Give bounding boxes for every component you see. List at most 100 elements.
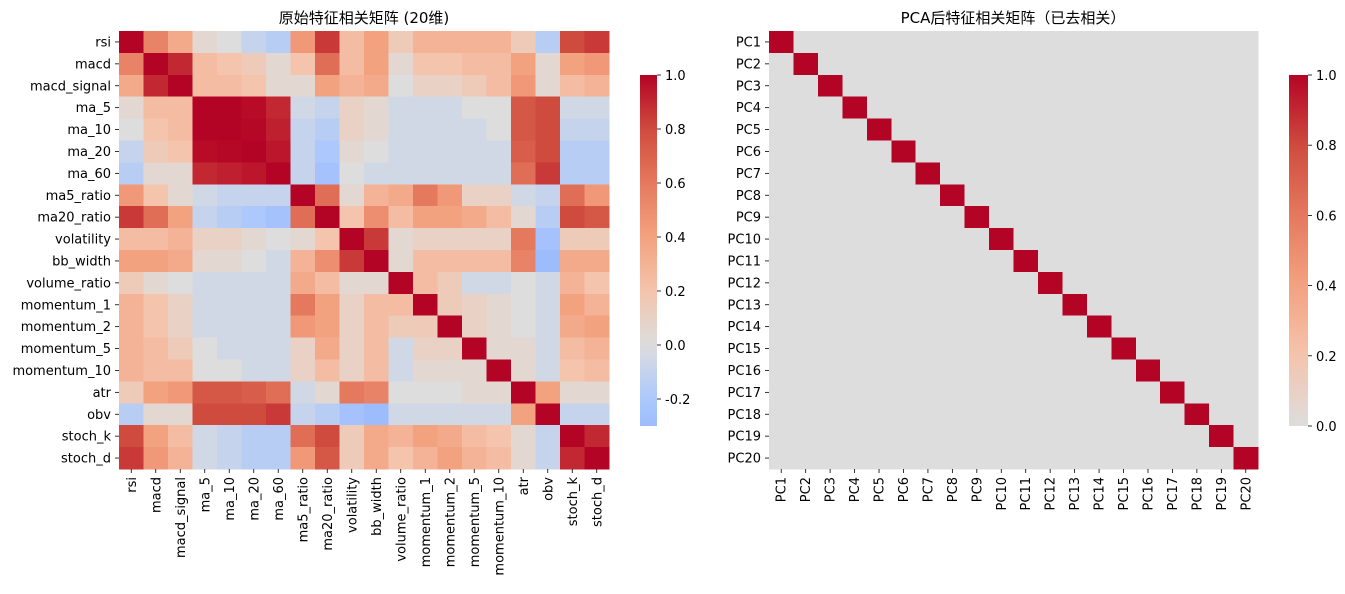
x-tick-label: ma5_ratio — [296, 477, 311, 542]
heatmap-cell — [241, 206, 267, 229]
heatmap-cell — [290, 425, 316, 448]
heatmap-cell — [462, 293, 488, 317]
heatmap-cell — [143, 425, 169, 448]
heatmap-cell — [891, 52, 917, 76]
heatmap-cell — [241, 96, 267, 120]
heatmap-cell — [1233, 425, 1259, 448]
heatmap-cell — [217, 118, 243, 142]
heatmap-cell — [168, 381, 194, 404]
heatmap-cell — [1013, 162, 1039, 185]
heatmap-cell — [315, 293, 341, 317]
heatmap-cell — [241, 118, 267, 142]
heatmap-cell — [560, 206, 586, 229]
heatmap-cell — [1037, 381, 1063, 404]
colorbar-tick-label: 0.0 — [1316, 420, 1337, 435]
heatmap-cell — [1062, 359, 1088, 382]
heatmap-cell — [560, 118, 586, 142]
heatmap-cell — [339, 359, 365, 382]
heatmap-cell — [290, 271, 316, 295]
heatmap-cell — [964, 206, 990, 229]
heatmap-cell — [915, 447, 941, 470]
heatmap-cell — [1062, 118, 1088, 142]
heatmap-cell — [1184, 96, 1210, 120]
heatmap-cell — [535, 293, 561, 317]
heatmap-cell — [964, 425, 990, 448]
heatmap-cell — [168, 359, 194, 382]
heatmap-cell — [511, 96, 537, 120]
heatmap-cell — [339, 162, 365, 185]
heatmap-cell — [915, 293, 941, 317]
heatmap-cell — [793, 447, 819, 470]
heatmap-cell — [891, 293, 917, 317]
heatmap-cell — [290, 381, 316, 404]
y-tick-label: PC9 — [736, 211, 761, 226]
heatmap-cell — [119, 184, 145, 207]
heatmap-cell — [266, 381, 292, 404]
heatmap-cell — [143, 162, 169, 185]
heatmap-cell — [584, 425, 610, 448]
heatmap-cell — [1233, 293, 1259, 317]
heatmap-cell — [915, 315, 941, 339]
colorbar-tick-label: 0.2 — [665, 285, 686, 300]
heatmap-cell — [217, 140, 243, 163]
heatmap-cell — [1062, 337, 1088, 361]
heatmap-cell — [192, 31, 218, 54]
y-tick-label: volume_ratio — [26, 276, 111, 291]
heatmap-cell — [584, 74, 610, 98]
heatmap-cell — [315, 52, 341, 76]
heatmap-cell — [290, 206, 316, 229]
heatmap-cell — [989, 447, 1015, 470]
x-tick-label: PC1 — [775, 477, 790, 502]
heatmap-cell — [413, 359, 439, 382]
heatmap-cell — [1013, 140, 1039, 163]
heatmap-cell — [192, 52, 218, 76]
heatmap-cell — [192, 162, 218, 185]
heatmap-cell — [964, 293, 990, 317]
heatmap-cell — [1037, 162, 1063, 185]
heatmap-cell — [1184, 359, 1210, 382]
heatmap-cell — [1111, 228, 1137, 251]
heatmap-cell — [168, 118, 194, 142]
heatmap-cell — [266, 315, 292, 339]
x-tick-label: PC8 — [946, 477, 961, 502]
heatmap-cell — [535, 118, 561, 142]
heatmap-cell — [817, 140, 843, 163]
heatmap-cell — [388, 359, 414, 382]
heatmap-cell — [1086, 206, 1112, 229]
heatmap-cell — [241, 271, 267, 295]
heatmap-cell — [1160, 52, 1186, 76]
heatmap-cell — [241, 447, 267, 470]
heatmap-cell — [1013, 184, 1039, 207]
heatmap-cell — [1184, 271, 1210, 295]
heatmap-cell — [388, 228, 414, 251]
heatmap-cell — [486, 96, 512, 120]
heatmap-cell — [413, 381, 439, 404]
heatmap-cell — [217, 206, 243, 229]
heatmap-cell — [989, 337, 1015, 361]
x-tick-label: momentum_2 — [443, 477, 458, 567]
colorbar-tick-label: 0.8 — [665, 123, 686, 138]
heatmap-cell — [817, 337, 843, 361]
heatmap-cell — [1160, 403, 1186, 426]
y-tick-label: obv — [87, 408, 111, 423]
heatmap-cell — [915, 228, 941, 251]
heatmap-cell — [168, 96, 194, 120]
heatmap-cell — [119, 206, 145, 229]
heatmap-cell — [1160, 228, 1186, 251]
heatmap-cell — [119, 271, 145, 295]
heatmap-cell — [364, 403, 390, 426]
heatmap-cell — [315, 359, 341, 382]
heatmap-cell — [241, 74, 267, 98]
colorbar-gradient — [1289, 75, 1308, 426]
heatmap-cell — [290, 96, 316, 120]
y-tick-label: rsi — [95, 35, 111, 50]
heatmap-cell — [119, 315, 145, 339]
y-tick-label: ma_10 — [67, 123, 111, 138]
heatmap-cell — [1086, 250, 1112, 273]
heatmap-cell — [192, 96, 218, 120]
heatmap-cell — [437, 74, 463, 98]
y-tick-label: ma_20 — [67, 145, 111, 160]
heatmap-cell — [793, 31, 819, 54]
heatmap-cell — [535, 381, 561, 404]
heatmap-cell — [1111, 206, 1137, 229]
